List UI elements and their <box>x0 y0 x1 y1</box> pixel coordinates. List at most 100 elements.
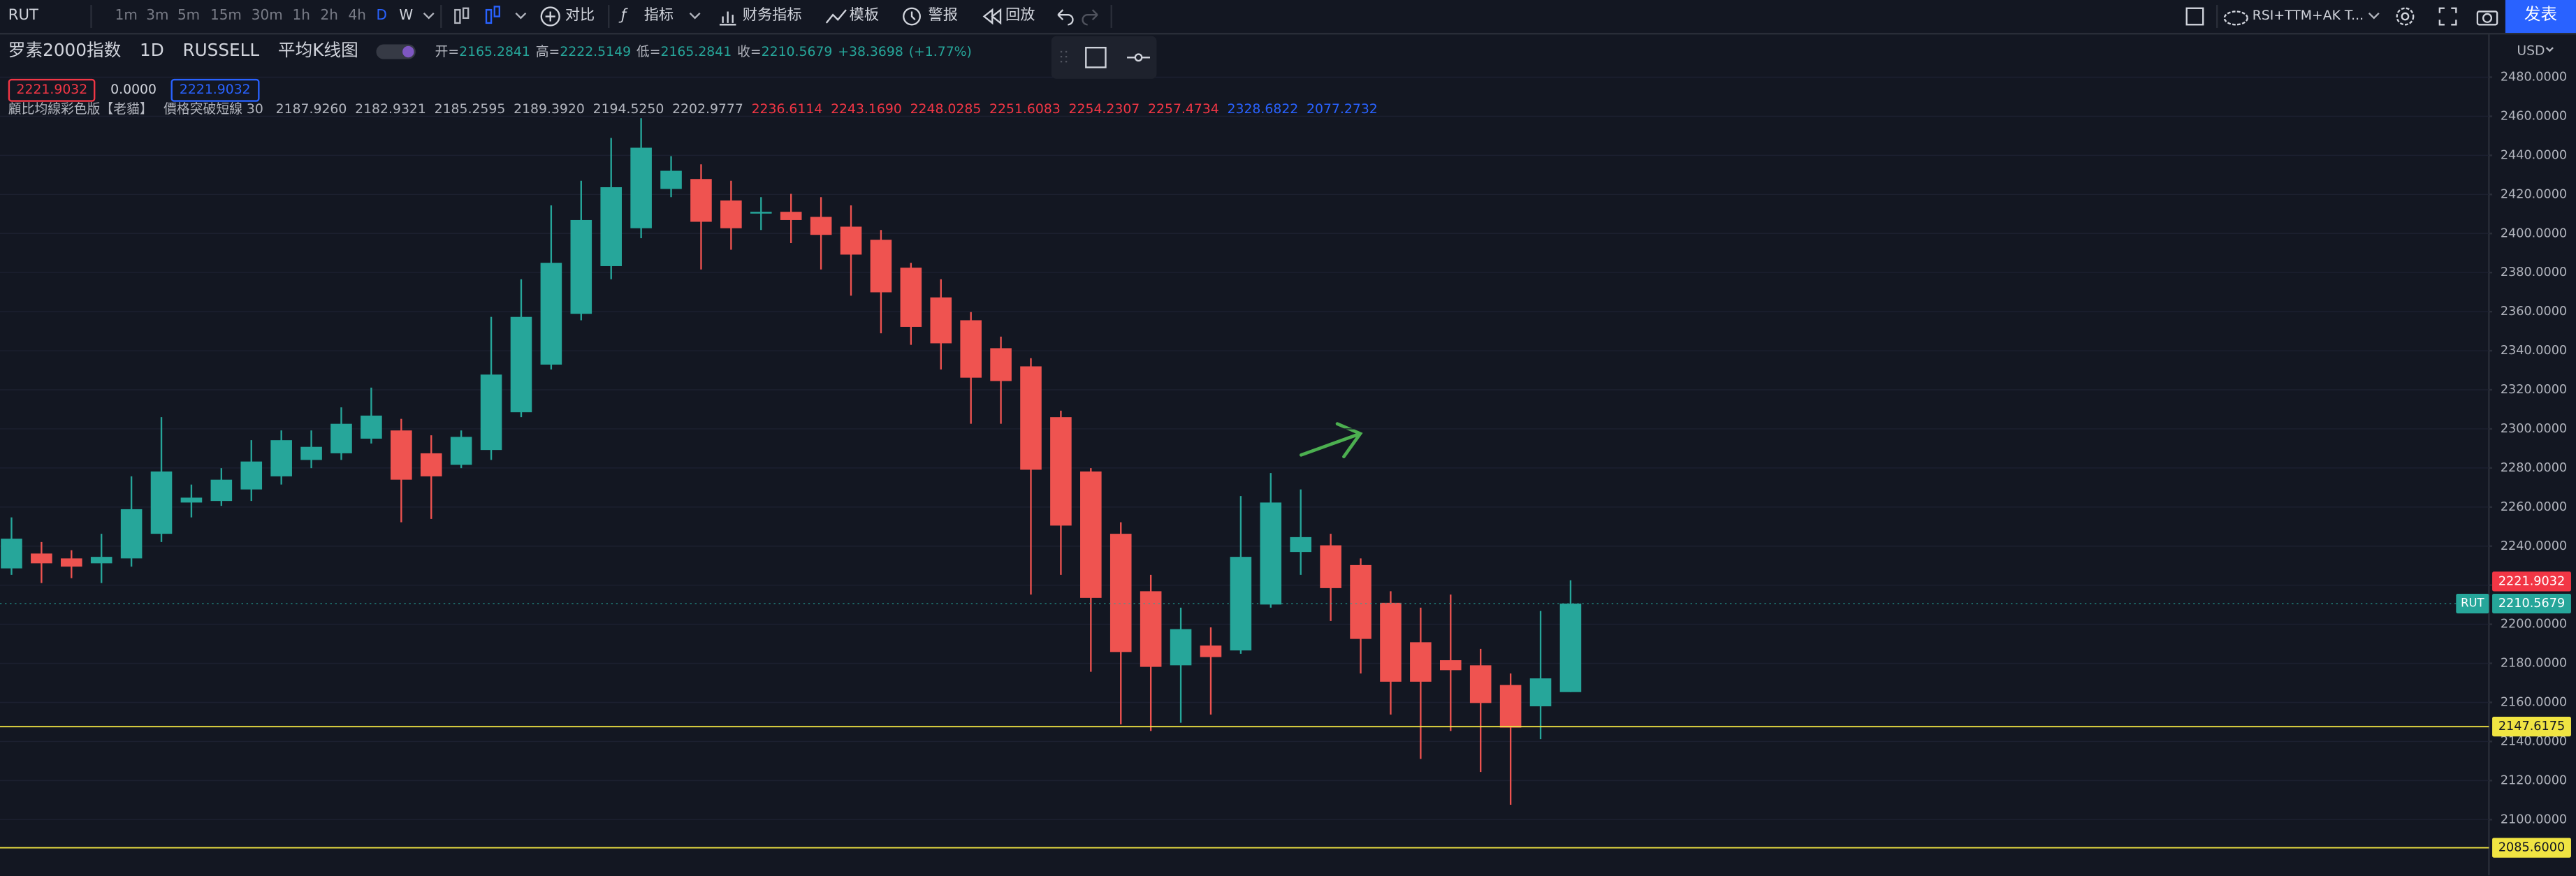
ohlc-value: 2165.2841 <box>459 44 530 59</box>
candle-body <box>600 187 623 266</box>
y-tick-label: 2300.0000 <box>2501 422 2567 436</box>
snapshot-icon[interactable] <box>2476 5 2499 28</box>
layout-icon[interactable] <box>2185 6 2204 26</box>
y-tick-label: 2440.0000 <box>2501 148 2567 162</box>
separator <box>90 5 92 28</box>
interval[interactable]: 1h <box>292 8 310 25</box>
y-tick-label: 2460.0000 <box>2501 109 2567 123</box>
candle-body <box>840 226 862 255</box>
candle-body <box>1350 564 1371 639</box>
replay-button[interactable]: 回放 <box>1005 8 1035 25</box>
dropdown-icon[interactable] <box>687 10 704 23</box>
interval[interactable]: 3m <box>146 8 169 25</box>
financials-icon[interactable] <box>718 6 738 26</box>
y-tick-label: 2160.0000 <box>2501 695 2567 709</box>
toggle[interactable] <box>377 43 416 59</box>
separator <box>2216 5 2218 28</box>
candle-body <box>720 200 742 228</box>
drawing-toolbar <box>1051 36 1157 79</box>
y-tick-label: 2380.0000 <box>2501 265 2567 279</box>
replay-icon[interactable] <box>981 6 1004 26</box>
alert-icon[interactable] <box>901 5 924 28</box>
hline-label: 2147.6175 <box>2498 720 2565 733</box>
compare-icon[interactable] <box>539 5 562 28</box>
dropdown-icon[interactable] <box>421 10 437 23</box>
alert-button[interactable]: 警报 <box>928 8 958 25</box>
cloud-icon[interactable] <box>2222 6 2249 26</box>
y-tick-label: 2340.0000 <box>2501 344 2567 358</box>
candle-body <box>210 479 233 502</box>
ohlc-value: 2165.2841 <box>660 44 732 59</box>
candle-body <box>391 430 412 480</box>
indicator-value: 2189.3920 <box>514 101 585 117</box>
candle-body <box>450 437 472 465</box>
candle-body <box>690 179 712 222</box>
currency[interactable]: USD <box>2517 43 2545 58</box>
value-box: 2221.9032 <box>171 78 259 102</box>
indicator-value: 2194.5250 <box>592 101 664 117</box>
interval[interactable]: D <box>376 8 387 25</box>
indicator-value: 2254.2307 <box>1068 101 1140 117</box>
template-name[interactable]: RSI+TTM+AK T... <box>2252 8 2364 23</box>
interval[interactable]: 30m <box>251 8 283 25</box>
arrow-drawing[interactable] <box>1299 422 1363 459</box>
fullscreen-icon[interactable] <box>2436 5 2459 28</box>
interval[interactable]: 5m <box>177 8 201 25</box>
hline-tag <box>2492 717 2571 737</box>
chart-type-icons[interactable] <box>450 5 509 28</box>
y-tick-label: 2180.0000 <box>2501 657 2567 671</box>
drawing-tools[interactable] <box>1051 36 1156 79</box>
candle-body <box>1109 534 1132 652</box>
interval[interactable]: W <box>399 8 414 25</box>
indicator-name[interactable]: 顧比均線彩色版【老貓】 <box>8 101 153 117</box>
candle-body <box>330 423 352 453</box>
candle-body <box>150 471 173 534</box>
candle-body <box>240 461 263 490</box>
value-box: 2221.9032 <box>8 78 96 102</box>
undo-redo[interactable] <box>1053 6 1103 26</box>
interval[interactable]: 15m <box>210 8 242 25</box>
indicators-button[interactable]: 指标 <box>643 8 674 25</box>
candle-body <box>1050 417 1072 526</box>
indicator-icon[interactable]: ƒ <box>620 8 627 25</box>
candle-body <box>270 440 292 476</box>
ohlc-value: 2222.5149 <box>560 44 632 59</box>
indicator-value: 2187.9260 <box>275 101 347 117</box>
candle-body <box>870 240 892 293</box>
dropdown-icon[interactable] <box>513 10 530 23</box>
currency-chevron <box>2545 47 2554 52</box>
separator <box>608 5 610 28</box>
interval[interactable]: 1m <box>115 8 138 25</box>
indicator-value: 2248.0285 <box>910 101 982 117</box>
y-tick-label: 2480.0000 <box>2501 71 2567 85</box>
indicator-value: 2202.9777 <box>672 101 743 117</box>
candle-body <box>1440 660 1462 671</box>
symbol[interactable]: RUT <box>8 8 38 25</box>
y-tick-label: 2140.0000 <box>2501 734 2567 748</box>
change-pct: (+1.77%) <box>908 44 972 59</box>
publish-button[interactable]: 发表 <box>2505 0 2576 34</box>
y-tick-label: 2120.0000 <box>2501 773 2567 787</box>
settings-icon[interactable] <box>2394 5 2417 28</box>
ohlc-label: 收= <box>737 44 762 59</box>
y-tick-label: 2420.0000 <box>2501 187 2567 201</box>
legend-interval: 1D <box>140 41 164 61</box>
interval[interactable]: 4h <box>348 8 366 25</box>
indicator-value: 2077.2732 <box>1307 101 1378 117</box>
compare-button[interactable]: 对比 <box>565 8 595 25</box>
price-marker-label: 2221.9032 <box>2498 574 2565 588</box>
candle-body <box>1 539 22 569</box>
y-tick-label: 2260.0000 <box>2501 500 2567 514</box>
dropdown-icon[interactable] <box>2366 10 2382 23</box>
interval[interactable]: 2h <box>320 8 338 25</box>
template-icon[interactable] <box>824 6 847 26</box>
symbol-tag <box>2456 593 2489 614</box>
candle-body <box>31 553 52 564</box>
indicator-value: 2182.9321 <box>355 101 426 117</box>
financials-button[interactable]: 财务指标 <box>742 8 802 25</box>
candle-body <box>180 497 203 503</box>
candle-body <box>1380 602 1402 682</box>
templates-button[interactable]: 模板 <box>849 8 880 25</box>
last-price-tag <box>2492 593 2571 614</box>
